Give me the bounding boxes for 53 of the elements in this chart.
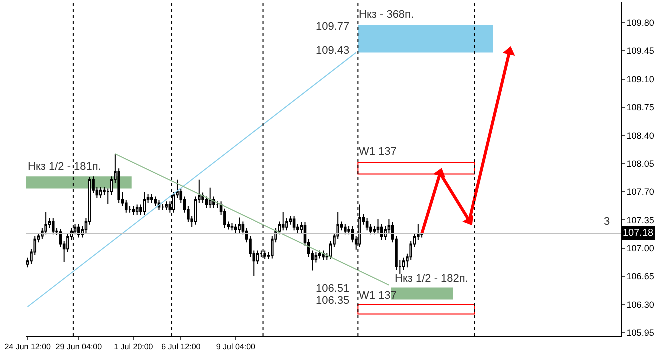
annotation: 109.43: [316, 45, 350, 57]
candlestick: [282, 212, 285, 232]
candlestick: [326, 252, 329, 261]
annotation: 3: [604, 216, 610, 228]
candlestick: [161, 204, 164, 211]
x-tick-label: 29 Jun 04:00: [56, 342, 103, 352]
candlestick: [136, 204, 139, 216]
candlestick: [380, 224, 384, 241]
candlestick: [402, 257, 406, 270]
y-tick-label: 108.40: [626, 130, 654, 141]
annotation: 106.51: [316, 283, 350, 295]
x-tick-label: 24 Jun 12:00: [4, 342, 52, 352]
candlestick: [208, 187, 212, 209]
y-tick-label: 106.30: [626, 300, 654, 310]
candlestick: [230, 222, 234, 232]
point: [502, 46, 516, 56]
candlestick: [165, 201, 168, 211]
y-tick-label: 109.45: [626, 46, 654, 56]
annotation: Нкз 1/2 - 182п.: [395, 273, 468, 285]
candlestick: [238, 217, 241, 234]
x-tick-label: 6 Jul 12:00: [162, 342, 202, 352]
candlestick: [44, 212, 48, 236]
y-tick-label: 107.00: [626, 243, 654, 254]
y-tick-label: 108.75: [626, 102, 654, 113]
annotation: Нкз 1/2 - 181п.: [28, 161, 102, 173]
ref-line-label: 107.18: [623, 228, 654, 239]
annotation: 106.35: [316, 295, 350, 307]
candlestick: [150, 194, 154, 204]
candlestick: [322, 250, 325, 261]
y-tick-label: 106.65: [626, 272, 654, 282]
y-tick-label: 107.70: [626, 187, 654, 198]
candlestick: [344, 224, 347, 236]
y-tick-label: 109.10: [626, 74, 654, 84]
candlestick: [132, 206, 136, 216]
annotation: W1 137: [359, 290, 397, 302]
candlestick: [366, 218, 369, 232]
candlestick: [52, 218, 55, 236]
candlestick: [154, 196, 157, 207]
y-tick-label: 108.05: [626, 158, 654, 169]
x-tick-label: 1 Jul 20:00: [114, 342, 154, 352]
y-tick-label: 105.95: [626, 328, 654, 338]
x-tick-label: 9 Jul 04:00: [216, 342, 256, 352]
y-tick-label: 109.80: [626, 18, 654, 28]
annotation: W1 137: [359, 146, 397, 158]
candlestick: [78, 224, 80, 238]
candlestick: [143, 191, 146, 216]
candlestick: [292, 216, 296, 232]
annotation: Нкз - 368п.: [359, 9, 414, 21]
annotation: 109.77: [316, 21, 350, 33]
candlestick: [318, 250, 322, 260]
y-tick-label: 107.35: [626, 215, 654, 226]
point: [433, 168, 446, 178]
candlestick: [99, 186, 102, 199]
